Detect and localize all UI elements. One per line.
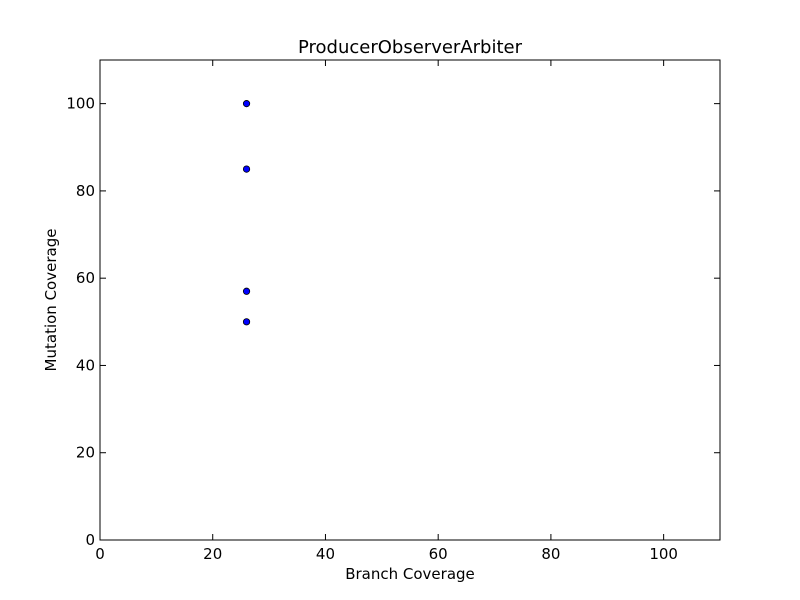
y-tick-label: 60 — [76, 269, 95, 287]
x-tick-label: 100 — [649, 545, 678, 563]
plot-frame — [99, 59, 721, 541]
y-tick-label: 80 — [76, 182, 95, 200]
x-tick-label: 40 — [316, 545, 335, 563]
y-tick-label: 0 — [85, 531, 95, 549]
x-axis-label: Branch Coverage — [345, 565, 475, 583]
scatter-point — [242, 287, 251, 295]
y-axis-label: Mutation Coverage — [42, 229, 60, 372]
x-tick-label: 0 — [95, 545, 105, 563]
chart-title: ProducerObserverArbiter — [298, 37, 523, 58]
x-axis: 0 20 40 60 80 100 — [95, 60, 678, 563]
x-tick-label: 60 — [429, 545, 448, 563]
scatter-point — [242, 318, 251, 326]
x-tick-label: 20 — [203, 545, 222, 563]
plot-area — [242, 100, 251, 326]
x-tick-label: 80 — [541, 545, 560, 563]
scatter-point — [242, 165, 251, 173]
y-tick-label: 100 — [66, 95, 95, 113]
y-axis: 0 20 40 60 80 100 — [66, 95, 720, 549]
y-tick-label: 20 — [76, 444, 95, 462]
y-tick-label: 40 — [76, 356, 95, 374]
scatter-point — [242, 100, 251, 108]
